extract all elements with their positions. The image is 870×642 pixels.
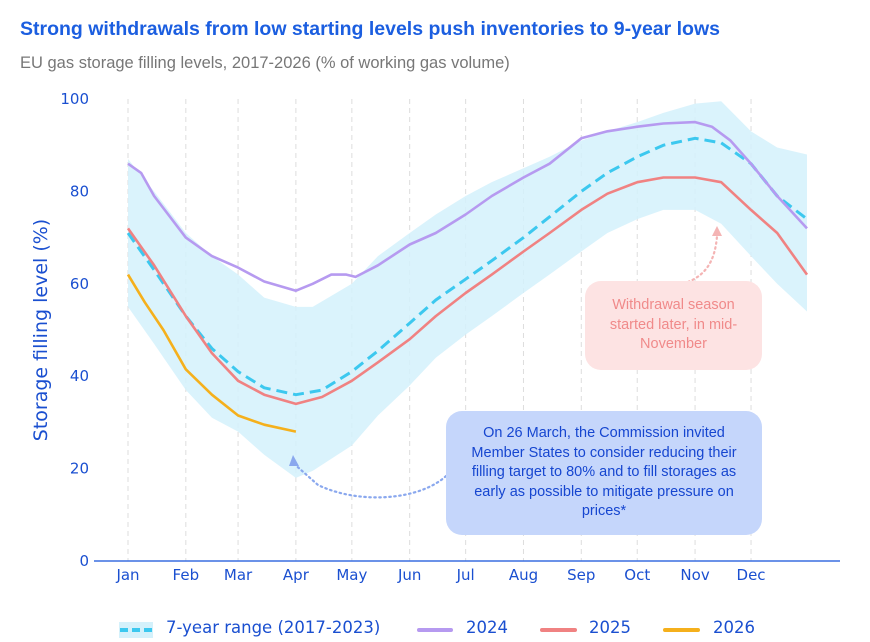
x-tick-label: May bbox=[336, 566, 367, 584]
y-tick-label: 0 bbox=[79, 552, 89, 570]
legend-label-range: 7-year range (2017-2023) bbox=[166, 618, 381, 637]
annotation-withdrawal: Withdrawal season started later, in mid-… bbox=[585, 281, 762, 370]
legend-label-2025: 2025 bbox=[589, 618, 631, 637]
arrow-head-icon bbox=[289, 455, 299, 466]
legend-swatch-2026 bbox=[663, 628, 700, 632]
x-tick-label: Dec bbox=[737, 566, 766, 584]
y-tick-label: 100 bbox=[60, 90, 89, 108]
y-tick-label: 20 bbox=[70, 460, 89, 478]
series-line-2025 bbox=[126, 176, 809, 406]
annotation-arrow-withdrawal bbox=[686, 234, 719, 284]
y-tick-label: 60 bbox=[70, 275, 89, 293]
arrow-head-icon bbox=[712, 226, 722, 236]
y-axis-label: Storage filling level (%) bbox=[30, 219, 52, 441]
legend-swatch-range-line bbox=[120, 628, 152, 632]
x-tick-label: Feb bbox=[173, 566, 200, 584]
chart-title: Strong withdrawals from low starting lev… bbox=[20, 18, 720, 40]
x-tick-label: Oct bbox=[624, 566, 650, 584]
series-line-2026 bbox=[126, 273, 297, 433]
x-tick-label: Jul bbox=[456, 566, 475, 584]
x-tick-label: Sep bbox=[567, 566, 595, 584]
annotation-arrow-commission bbox=[290, 460, 448, 499]
legend: 7-year range (2017-2023) 2024 2025 2026 bbox=[0, 618, 870, 642]
legend-label-2026: 2026 bbox=[713, 618, 755, 637]
x-tick-label: Apr bbox=[283, 566, 310, 584]
range-band bbox=[128, 101, 807, 478]
x-tick-label: Jun bbox=[397, 566, 421, 584]
annotation-commission: On 26 March, the Commission invited Memb… bbox=[446, 411, 762, 535]
legend-label-2024: 2024 bbox=[466, 618, 508, 637]
legend-swatch-2025 bbox=[540, 628, 577, 632]
x-tick-label: Jan bbox=[115, 566, 139, 584]
x-tick-label: Nov bbox=[680, 566, 709, 584]
series-line-2024 bbox=[127, 120, 808, 292]
legend-swatch-2024 bbox=[417, 628, 453, 632]
x-tick-label: Mar bbox=[224, 566, 253, 584]
y-tick-label: 80 bbox=[70, 182, 89, 200]
chart-subtitle: EU gas storage filling levels, 2017-2026… bbox=[20, 54, 510, 72]
series-line-7-year bbox=[126, 136, 808, 397]
x-tick-label: Aug bbox=[509, 566, 538, 584]
y-tick-label: 40 bbox=[70, 367, 89, 385]
